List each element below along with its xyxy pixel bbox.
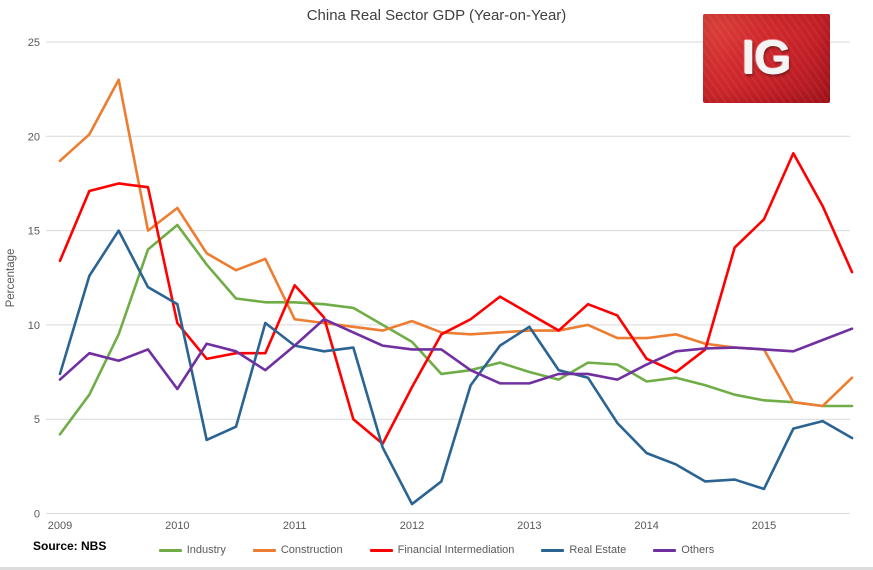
legend-label: Others [681, 544, 715, 556]
y-tick-label: 20 [28, 131, 40, 143]
legend-swatch [252, 548, 276, 552]
x-axis-tick-labels: 2009 2010 2011 2012 2013 2014 2015 [48, 520, 776, 532]
x-tick-label-2010: 2010 [165, 520, 189, 532]
series-line-real-estate [58, 229, 854, 506]
y-tick-label: 0 [34, 509, 40, 521]
series-line-construction [58, 78, 854, 408]
y-axis-tick-labels: 0 5 10 15 20 25 [28, 37, 40, 521]
y-tick-label: 10 [28, 320, 40, 332]
x-tick-label-2013: 2013 [517, 520, 541, 532]
chart-legend: Industry Construction Financial Intermedia… [0, 544, 873, 556]
x-tick-label-2015: 2015 [752, 520, 776, 532]
series-lines [58, 78, 854, 506]
source-note: Source: NBS [33, 539, 107, 553]
ig-logo: IG [703, 14, 830, 103]
series-line-financial-intermediation [58, 151, 854, 446]
ig-logo-text: IG [742, 32, 792, 85]
legend-item-financial-intermediation: Financial Intermediation [369, 544, 515, 556]
chart-title: China Real Sector GDP (Year-on-Year) [306, 7, 567, 24]
gridlines [46, 41, 850, 514]
legend-item-others: Others [653, 544, 714, 556]
y-tick-label: 25 [28, 37, 40, 49]
x-tick-label-2009: 2009 [48, 520, 72, 532]
legend-item-industry: Industry [158, 544, 226, 556]
x-tick-label-2011: 2011 [283, 520, 307, 532]
legend-swatch [541, 548, 565, 552]
bottom-window-strip [0, 567, 873, 570]
legend-swatch [158, 548, 182, 552]
y-axis-title: Percentage [5, 249, 17, 308]
legend-item-construction: Construction [252, 544, 343, 556]
x-tick-label-2012: 2012 [400, 520, 424, 532]
legend-label: Real Estate [569, 544, 627, 556]
y-tick-label: 5 [34, 414, 40, 426]
legend-label: Industry [186, 544, 226, 556]
legend-label: Construction [280, 544, 343, 556]
series-line-industry [58, 223, 854, 436]
series-line-others [58, 317, 854, 391]
legend-label: Financial Intermediation [397, 544, 515, 556]
x-tick-label-2014: 2014 [634, 520, 658, 532]
legend-item-real-estate: Real Estate [541, 544, 626, 556]
legend-swatch [653, 548, 677, 552]
legend-swatch [369, 548, 393, 552]
y-tick-label: 15 [28, 226, 40, 238]
